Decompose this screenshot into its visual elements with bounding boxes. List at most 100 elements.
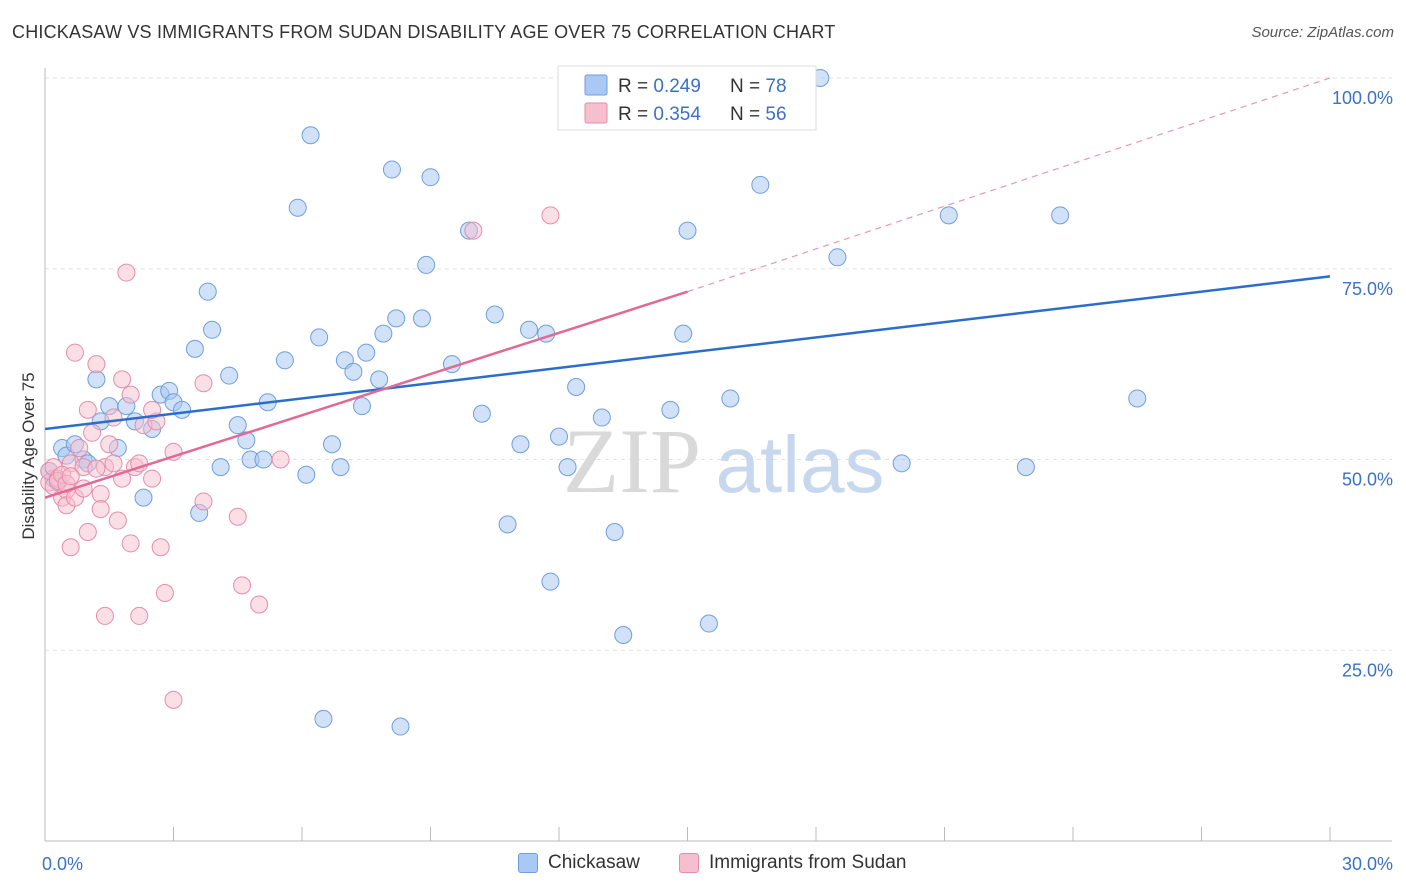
chickasaw-point-76 <box>1016 458 1035 477</box>
chickasaw-point-25 <box>220 366 239 385</box>
chickasaw-point-34 <box>301 126 320 145</box>
legend-item-sudan[interactable]: Immigrants from Sudan <box>679 852 906 874</box>
chickasaw-point-40 <box>344 362 363 381</box>
chickasaw-point-42 <box>357 343 376 362</box>
chickasaw-point-8 <box>87 370 106 389</box>
legend-n-value: 78 <box>765 76 786 97</box>
chickasaw-point-33 <box>297 465 316 484</box>
legend-swatch-chickasaw <box>518 853 538 873</box>
trend-line-chickasaw <box>44 275 1331 431</box>
sudan-point-43 <box>228 507 247 526</box>
y-tick-label-2: 75.0% <box>1342 279 1393 299</box>
chickasaw-point-45 <box>382 160 401 179</box>
y-axis-label: Disability Age Over 75 <box>19 372 38 539</box>
chickasaw-point-64 <box>605 522 624 541</box>
legend-swatch-sudan <box>679 853 699 873</box>
legend-n-label: N = <box>730 76 765 97</box>
chickasaw-point-56 <box>511 435 530 454</box>
chart-title: CHICKASAW VS IMMIGRANTS FROM SUDAN DISAB… <box>12 22 836 42</box>
legend-swatch-sudan <box>584 102 608 124</box>
sudan-point-32 <box>130 606 149 625</box>
chickasaw-point-32 <box>288 198 307 217</box>
legend-label-sudan: Immigrants from Sudan <box>709 852 907 873</box>
sudan-point-10 <box>65 343 84 362</box>
sudan-point-44 <box>233 576 252 595</box>
watermark: ZIP atlas <box>563 410 884 512</box>
series-chickasaw-points <box>40 69 1147 736</box>
sudan-point-48 <box>541 206 560 225</box>
chickasaw-point-49 <box>417 255 436 274</box>
sudan-point-38 <box>155 584 174 603</box>
chickasaw-point-26 <box>228 416 247 435</box>
chickasaw-point-57 <box>520 320 539 339</box>
chickasaw-point-43 <box>370 370 389 389</box>
sudan-point-29 <box>121 385 140 404</box>
chickasaw-point-48 <box>412 309 431 328</box>
chickasaw-point-63 <box>592 408 611 427</box>
tick-labels: 25.0% 50.0% 75.0% 100.0% 0.0% 30.0% <box>42 88 1393 874</box>
legend-stats: R = 0.249 N = 78 R = 0.354 N = 56 <box>557 65 817 131</box>
legend-item-chickasaw[interactable]: Chickasaw <box>518 852 640 874</box>
chickasaw-point-74 <box>892 454 911 473</box>
watermark-zip: ZIP <box>563 410 701 512</box>
sudan-point-21 <box>95 606 114 625</box>
chickasaw-point-68 <box>678 221 697 240</box>
chickasaw-point-59 <box>541 572 560 591</box>
x-tick-label-min: 0.0% <box>42 854 83 874</box>
legend-row-chickasaw: R = 0.249 N = 78 <box>618 76 787 97</box>
sudan-point-27 <box>113 370 132 389</box>
sudan-point-54 <box>87 459 106 478</box>
chickasaw-point-19 <box>173 400 192 419</box>
sudan-point-19 <box>91 500 110 519</box>
chickasaw-point-60 <box>550 427 568 446</box>
sudan-point-46 <box>271 450 290 469</box>
chickasaw-point-41 <box>352 397 371 416</box>
y-tick-label-1: 50.0% <box>1342 470 1393 490</box>
sudan-point-22 <box>100 435 119 454</box>
sudan-point-45 <box>250 595 269 614</box>
chickasaw-point-47 <box>391 717 410 736</box>
legend-row-sudan: R = 0.354 N = 56 <box>618 104 787 125</box>
chickasaw-point-70 <box>721 389 740 408</box>
sudan-point-42 <box>194 374 213 393</box>
chickasaw-point-66 <box>661 400 680 419</box>
chickasaw-point-50 <box>421 168 440 187</box>
sudan-point-41 <box>194 492 213 511</box>
legend-r-value: 0.354 <box>653 104 701 125</box>
sudan-point-30 <box>121 534 140 553</box>
chickasaw-point-69 <box>699 614 718 633</box>
chickasaw-point-14 <box>134 488 153 507</box>
sudan-point-18 <box>91 484 110 503</box>
chart-source: Source: ZipAtlas.com <box>1251 24 1394 41</box>
chickasaw-point-71 <box>751 175 770 194</box>
x-tick-label-max: 30.0% <box>1342 854 1393 874</box>
chickasaw-point-67 <box>674 324 693 343</box>
chickasaw-point-77 <box>1051 206 1070 225</box>
chickasaw-point-75 <box>939 206 958 225</box>
sudan-point-55 <box>143 400 162 419</box>
legend-r-value: 0.249 <box>653 76 701 97</box>
legend-series: Chickasaw Immigrants from Sudan <box>0 852 1406 878</box>
sudan-point-25 <box>108 511 127 530</box>
series-sudan-points <box>40 206 560 709</box>
chickasaw-point-23 <box>203 320 222 339</box>
legend-label-chickasaw: Chickasaw <box>548 852 640 873</box>
trend-line-sudan-extension <box>687 77 1331 293</box>
chickasaw-point-22 <box>198 282 217 301</box>
legend-r-label: R = <box>618 76 653 97</box>
sudan-point-16 <box>83 423 102 442</box>
sudan-point-40 <box>164 690 183 709</box>
chickasaw-point-46 <box>387 309 406 328</box>
chickasaw-point-78 <box>1128 389 1147 408</box>
sudan-point-47 <box>464 221 483 240</box>
sudan-point-52 <box>61 467 80 486</box>
sudan-point-9 <box>61 538 80 557</box>
legend-swatch-chickasaw <box>584 74 608 96</box>
axes <box>44 68 1392 842</box>
chickasaw-point-35 <box>310 328 329 347</box>
legend-n-value: 56 <box>765 104 786 125</box>
chickasaw-point-20 <box>185 339 204 358</box>
sudan-point-35 <box>143 469 162 488</box>
chickasaw-point-44 <box>374 324 393 343</box>
